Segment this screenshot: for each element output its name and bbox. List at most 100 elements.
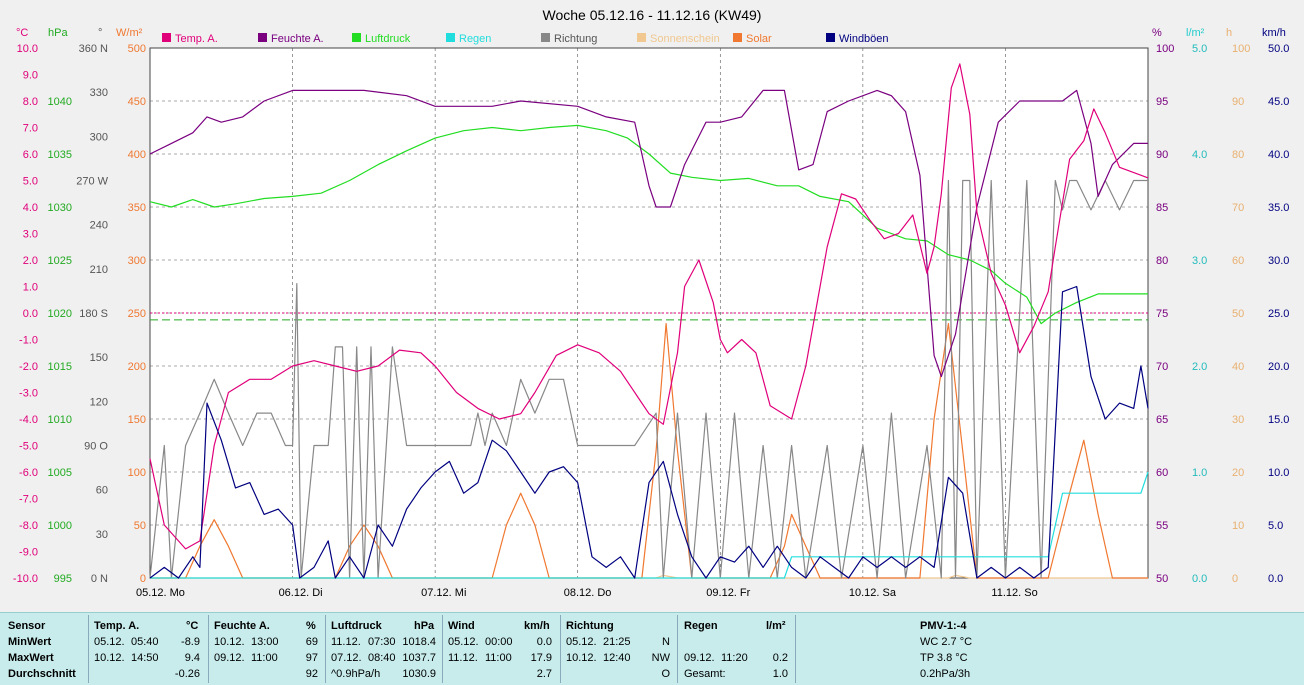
legend-label: Sonnenschein xyxy=(650,33,720,45)
rain-tick-label: 4.0 xyxy=(1192,149,1207,161)
legend-swatch xyxy=(352,33,361,42)
sunshine-tick-label: 80 xyxy=(1232,149,1244,161)
wind-unit-header: km/h xyxy=(1262,27,1286,39)
temp-tick-label: 3.0 xyxy=(23,229,38,241)
stats-header-temp: Temp. A. xyxy=(94,620,140,632)
legend: Temp. A. Feuchte A. Luftdruck Regen Richtung… xyxy=(162,33,889,45)
stats-header-dir: Richtung xyxy=(566,620,614,632)
temp-avg-value: -0.26 xyxy=(174,668,200,680)
pressure-unit-header: hPa xyxy=(48,27,68,39)
stats-header-rain: Regen xyxy=(684,620,718,632)
dir-avg-value: O xyxy=(661,668,670,680)
wind-tick-label: 20.0 xyxy=(1268,361,1289,373)
pmv-dewpoint: TP 3.8 °C xyxy=(920,652,968,664)
press-trend: ^0.9hPa/h xyxy=(331,668,381,680)
stats-row-avg: Durchschnitt xyxy=(8,668,76,680)
temp-tick-label: 9.0 xyxy=(23,70,38,82)
pmv-windchill: WC 2.7 °C xyxy=(920,636,973,648)
press-min-value: 1018.4 xyxy=(402,636,436,648)
solar-tick-label: 350 xyxy=(128,202,146,214)
dir-min-time: 21:25 xyxy=(603,636,631,648)
temp-unit-header: °C xyxy=(16,27,28,39)
pressure-tick-label: 1010 xyxy=(48,414,72,426)
temp-tick-label: -3.0 xyxy=(19,388,38,400)
stats-divider xyxy=(88,615,89,683)
stats-divider xyxy=(442,615,443,683)
pressure-tick-label: 1025 xyxy=(48,255,72,267)
wind-tick-label: 15.0 xyxy=(1268,414,1289,426)
legend-label: Solar xyxy=(746,33,772,45)
temp-tick-label: -4.0 xyxy=(19,414,38,426)
wind-min-date: 05.12. xyxy=(448,636,479,648)
legend-swatch xyxy=(826,33,835,42)
sunshine-tick-label: 0 xyxy=(1232,573,1238,585)
pressure-tick-label: 995 xyxy=(54,573,72,585)
humidity-tick-label: 50 xyxy=(1156,573,1168,585)
temp-tick-label: -2.0 xyxy=(19,361,38,373)
press-min-time: 07:30 xyxy=(368,636,396,648)
humidity-tick-label: 60 xyxy=(1156,467,1168,479)
rain-max-time: 11:20 xyxy=(721,652,748,664)
temp-tick-label: -7.0 xyxy=(19,494,38,506)
temp-tick-label: 5.0 xyxy=(23,176,38,188)
solar-tick-label: 50 xyxy=(134,520,146,532)
stats-header-temp-unit: °C xyxy=(186,620,199,632)
sunshine-tick-label: 50 xyxy=(1232,308,1244,320)
temp-tick-label: 6.0 xyxy=(23,149,38,161)
humidity-tick-label: 90 xyxy=(1156,149,1168,161)
direction-tick-label: 30 xyxy=(96,529,108,541)
wind-tick-label: 45.0 xyxy=(1268,96,1289,108)
weather-chart: Woche 05.12.16 - 11.12.16 (KW49) °C hPa … xyxy=(12,7,1290,599)
rain-max-value: 0.2 xyxy=(772,652,788,664)
axis-labels: 05.12. Mo 06.12. Di 07.12. Mi 08.12. Do 09.1… xyxy=(13,43,1290,599)
pressure-tick-label: 1035 xyxy=(48,149,72,161)
rain-tick-label: 5.0 xyxy=(1192,43,1207,55)
stats-header-press-unit: hPa xyxy=(414,620,435,632)
series-line-temp-a- xyxy=(149,63,1149,550)
humidity-tick-label: 100 xyxy=(1156,43,1174,55)
rain-unit-header: l/m² xyxy=(1186,27,1205,39)
pmv-pressure-trend: 0.2hPa/3h xyxy=(920,668,971,680)
legend-swatch xyxy=(541,33,550,42)
wind-max-date: 11.12. xyxy=(448,652,478,664)
legend-label: Richtung xyxy=(554,33,597,45)
dir-min-date: 05.12. xyxy=(566,636,597,648)
pressure-tick-label: 1015 xyxy=(48,361,72,373)
humid-avg-value: 92 xyxy=(305,668,318,680)
direction-tick-label: 300 xyxy=(90,131,108,143)
humidity-unit-header: % xyxy=(1152,27,1162,39)
legend-swatch xyxy=(637,33,646,42)
wind-tick-label: 10.0 xyxy=(1268,467,1289,479)
rain-tick-label: 1.0 xyxy=(1192,467,1207,479)
humid-max-date: 09.12. xyxy=(214,652,245,664)
sunshine-unit-header: h xyxy=(1226,27,1232,39)
temp-tick-label: -8.0 xyxy=(19,520,38,532)
dir-min-value: N xyxy=(662,636,670,648)
rain-total-label: Gesamt: xyxy=(684,668,726,680)
humid-max-value: 97 xyxy=(305,652,318,664)
sunshine-tick-label: 60 xyxy=(1232,255,1244,267)
x-tick-label: 11.12. So xyxy=(991,587,1037,599)
temp-tick-label: 7.0 xyxy=(23,123,38,135)
stats-divider xyxy=(325,615,326,683)
humidity-tick-label: 80 xyxy=(1156,255,1168,267)
x-tick-label: 10.12. Sa xyxy=(849,587,897,599)
direction-tick-label: 210 xyxy=(90,264,108,276)
x-tick-label: 07.12. Mi xyxy=(421,587,466,599)
direction-tick-label: 360 N xyxy=(79,43,108,55)
solar-unit-header: W/m² xyxy=(116,27,143,39)
solar-tick-label: 200 xyxy=(128,361,146,373)
pressure-tick-label: 1020 xyxy=(48,308,72,320)
temp-tick-label: 0.0 xyxy=(23,308,38,320)
wind-tick-label: 25.0 xyxy=(1268,308,1289,320)
humidity-tick-label: 85 xyxy=(1156,202,1168,214)
legend-swatch xyxy=(446,33,455,42)
x-tick-label: 08.12. Do xyxy=(564,587,612,599)
press-avg-value: 1030.9 xyxy=(402,668,436,680)
temp-min-time: 05:40 xyxy=(131,636,159,648)
temp-min-date: 05.12. xyxy=(94,636,125,648)
pressure-tick-label: 1030 xyxy=(48,202,72,214)
humidity-tick-label: 65 xyxy=(1156,414,1168,426)
humid-min-date: 10.12. xyxy=(214,636,245,648)
stats-header-humid-unit: % xyxy=(306,620,316,632)
